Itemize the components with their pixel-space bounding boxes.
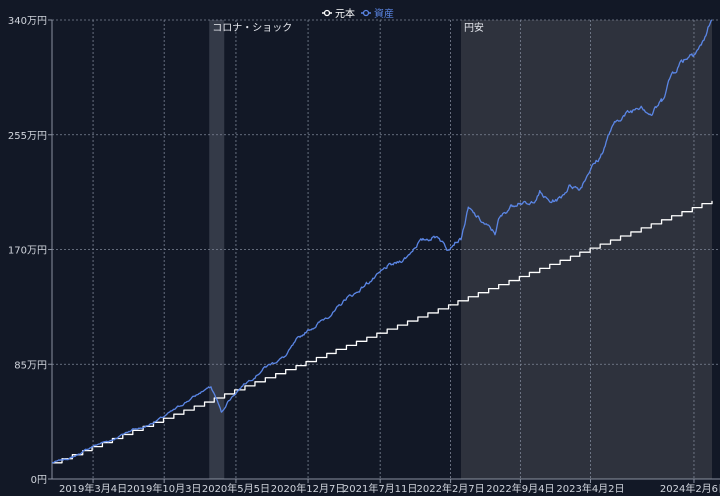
series-line-principal	[52, 200, 713, 464]
x-tick-label: 2024年2月6日	[660, 482, 720, 495]
x-tick-label: 2022年9月4日	[486, 482, 554, 495]
legend-label: 資産	[374, 7, 394, 20]
axes: 0円 85万円 170万円 255万円 340万円 2019年3月4日 2019年10月3日…	[8, 16, 720, 495]
legend-item[interactable]: 元本	[322, 7, 355, 20]
legend[interactable]: 元本 資産	[322, 7, 394, 20]
x-tick-label: 2019年10月3日	[127, 482, 202, 495]
legend-marker-icon	[362, 9, 370, 17]
x-tick-label: 2023年4月2日	[556, 482, 624, 495]
x-tick-label: 2022年2月7日	[417, 482, 485, 495]
annotation-band	[460, 20, 712, 479]
x-tick-label: 2021年7月11日	[343, 482, 418, 495]
x-tick-label: 2019年3月4日	[59, 482, 127, 495]
y-tick-label: 170万円	[8, 246, 47, 257]
annotation-label: コロナ・ショック	[212, 22, 292, 34]
y-tick-label: 0円	[31, 475, 47, 486]
x-tick-label: 2020年12月7日	[271, 482, 346, 495]
y-tick-label: 340万円	[8, 16, 47, 27]
x-tick-label: 2020年5月5日	[202, 482, 270, 495]
legend-marker-icon	[323, 9, 331, 17]
y-tick-label: 85万円	[14, 360, 47, 371]
legend-label: 元本	[335, 7, 355, 20]
annotation-label: 円安	[464, 21, 484, 34]
series-line-assets	[51, 19, 713, 464]
legend-item[interactable]: 資産	[361, 7, 394, 20]
y-tick-label: 255万円	[8, 131, 47, 142]
series-lines	[51, 19, 713, 464]
